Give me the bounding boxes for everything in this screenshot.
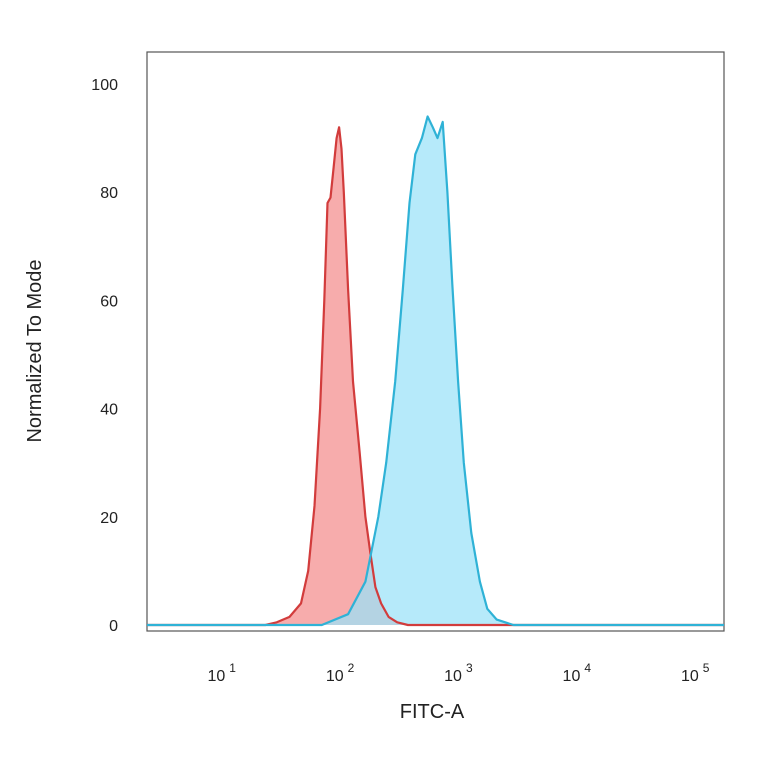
y-axis-title: Normalized To Mode xyxy=(24,259,46,442)
x-tick-label: 10 3 xyxy=(444,661,473,685)
x-tick-label: 10 2 xyxy=(326,661,355,685)
y-tick-label: 80 xyxy=(100,185,118,202)
histogram-0-line xyxy=(147,126,724,627)
y-tick-label: 60 xyxy=(100,293,118,310)
x-tick-label: 10 1 xyxy=(207,661,236,685)
y-tick-label: 0 xyxy=(109,618,118,635)
x-tick-label: 10 5 xyxy=(681,661,710,685)
histogram-1-line xyxy=(147,115,724,627)
y-tick-label: 100 xyxy=(91,77,118,94)
y-tick-label: 40 xyxy=(100,402,118,419)
y-tick-label: 20 xyxy=(100,510,118,527)
x-axis-title: FITC-A xyxy=(400,701,465,723)
x-tick-label: 10 4 xyxy=(563,661,592,685)
histogram-1-fill xyxy=(147,116,724,625)
